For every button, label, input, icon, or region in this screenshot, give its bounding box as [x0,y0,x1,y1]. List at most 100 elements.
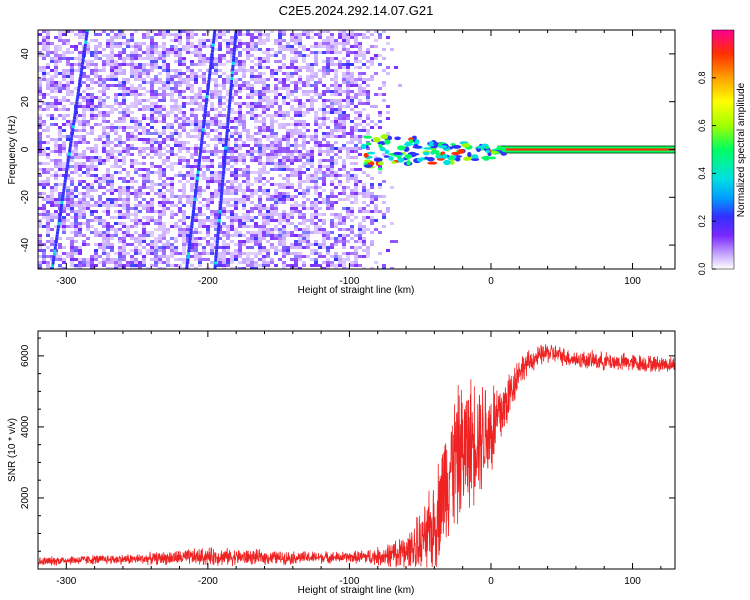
heatmap-cell [106,78,110,81]
heatmap-cell [342,126,346,129]
heatmap-cell [378,93,382,96]
signal-blob [427,161,438,165]
heatmap-cell [222,234,226,237]
heatmap-cell [106,171,110,174]
heatmap-cell [302,45,306,48]
heatmap-cell [46,171,50,174]
heatmap-cell [318,177,322,180]
heatmap-cell [314,240,318,243]
heatmap-cell [342,63,346,66]
heatmap-cell [158,195,162,198]
heatmap-cell [162,225,166,228]
heatmap-cell [306,81,310,84]
heatmap-cell [346,210,350,213]
heatmap-cell [106,237,110,240]
heatmap-cell [362,93,366,96]
heatmap-cell [210,237,214,240]
heatmap-cell [322,144,326,147]
heatmap-cell [310,177,314,180]
heatmap-cell [146,99,150,102]
heatmap-cell [326,117,330,120]
heatmap-cell [330,195,334,198]
heatmap-cell [386,207,390,210]
heatmap-cell [70,165,74,168]
heatmap-cell [326,87,330,90]
heatmap-cell [186,120,190,123]
heatmap-cell [218,183,222,186]
heatmap-cell [254,105,258,108]
heatmap-cell [174,246,178,249]
heatmap-cell [302,60,306,63]
heatmap-cell [186,66,190,69]
heatmap-cell [182,261,186,264]
heatmap-cell [366,84,370,87]
heatmap-cell [74,216,78,219]
heatmap-cell [182,183,186,186]
heatmap-cell [314,99,318,102]
heatmap-cell [66,99,70,102]
heatmap-cell [98,234,102,237]
heatmap-cell [282,186,286,189]
heatmap-cell [366,102,370,105]
heatmap-cell [358,210,362,213]
heatmap-cell [370,78,374,81]
heatmap-cell [298,213,302,216]
heatmap-cell [130,87,134,90]
heatmap-cell [194,126,198,129]
heatmap-cell [210,174,214,177]
heatmap-cell [338,42,342,45]
heatmap-cell [306,189,310,192]
heatmap-cell [242,189,246,192]
heatmap-cell [278,231,282,234]
heatmap-streak-cell [51,261,55,265]
heatmap-cell [330,78,334,81]
heatmap-cell [210,153,214,156]
heatmap-cell [274,39,278,42]
heatmap-cell [218,102,222,105]
heatmap-cell [238,201,242,204]
heatmap-cell [138,162,142,165]
heatmap-cell [246,168,250,171]
heatmap-cell [262,135,266,138]
heatmap-cell [46,48,50,51]
heatmap-cell [230,213,234,216]
heatmap-cell [110,174,114,177]
heatmap-cell [134,249,138,252]
heatmap-streak-cell [81,58,85,62]
heatmap-cell [142,192,146,195]
heatmap-cell [278,66,282,69]
heatmap-cell [258,75,262,78]
heatmap-cell [138,87,142,90]
heatmap-cell [90,156,94,159]
heatmap-cell [166,165,170,168]
heatmap-cell [62,204,66,207]
heatmap-cell [254,234,258,237]
heatmap-cell [230,204,234,207]
heatmap-cell [310,180,314,183]
heatmap-cell [202,39,206,42]
heatmap-cell [146,141,150,144]
heatmap-cell [342,123,346,126]
heatmap-cell [190,63,194,66]
heatmap-cell [218,105,222,108]
heatmap-cell [82,99,86,102]
heatmap-cell [38,222,42,225]
heatmap-cell [354,144,358,147]
heatmap-cell [42,210,46,213]
heatmap-streak-cell [52,255,56,259]
heatmap-cell [62,222,66,225]
heatmap-cell [134,48,138,51]
heatmap-streak-cell [207,79,211,83]
heatmap-cell [318,144,322,147]
heatmap-cell [190,156,194,159]
heatmap-cell [310,66,314,69]
heatmap-cell [146,63,150,66]
heatmap-cell [322,183,326,186]
heatmap-cell [358,138,362,141]
heatmap-cell [222,261,226,264]
heatmap-cell [186,42,190,45]
heatmap-cell [146,30,150,33]
heatmap-cell [178,162,182,165]
heatmap-cell [282,87,286,90]
heatmap-cell [334,258,338,261]
